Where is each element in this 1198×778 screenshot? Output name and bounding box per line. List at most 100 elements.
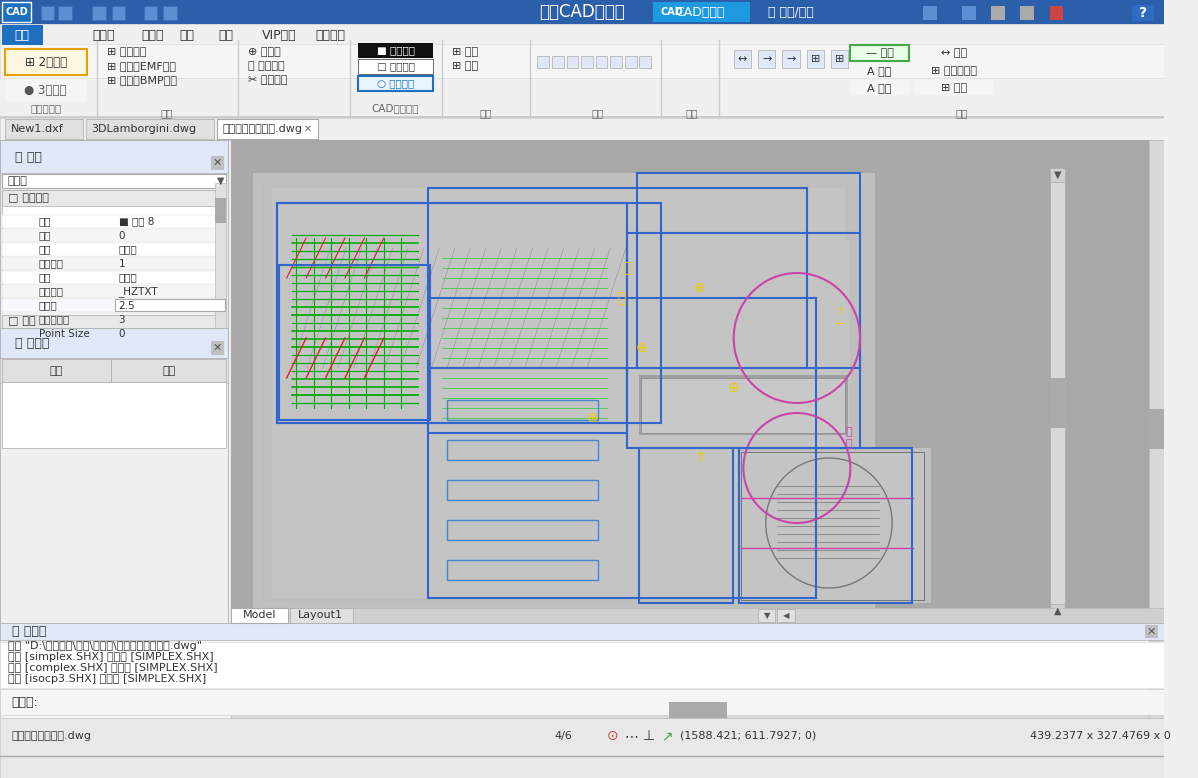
Bar xyxy=(851,45,908,61)
Text: ■ 黑色背景: ■ 黑色背景 xyxy=(376,45,415,55)
Bar xyxy=(279,265,430,420)
Text: ▼: ▼ xyxy=(217,176,224,186)
Bar xyxy=(262,183,865,603)
Bar xyxy=(2,190,226,206)
Text: 3DLamborgini.dwg: 3DLamborgini.dwg xyxy=(91,124,196,134)
Text: 编辑器: 编辑器 xyxy=(141,29,163,41)
Bar xyxy=(231,702,1149,718)
Bar xyxy=(636,173,860,368)
Bar xyxy=(782,50,800,68)
Text: _HZTXT: _HZTXT xyxy=(119,286,158,297)
Text: A 测量: A 测量 xyxy=(867,66,891,76)
Bar xyxy=(0,116,1164,118)
Bar xyxy=(110,359,226,382)
Text: 替换 [isocp3.SHX] 字体为 [SIMPLEX.SHX]: 替换 [isocp3.SHX] 字体为 [SIMPLEX.SHX] xyxy=(7,674,206,684)
Text: ⊙: ⊙ xyxy=(606,729,618,743)
Bar xyxy=(758,609,775,622)
Text: ↑: ↑ xyxy=(694,451,706,465)
Bar xyxy=(991,6,1005,20)
Text: ⊕ 显示点: ⊕ 显示点 xyxy=(248,47,280,57)
Bar xyxy=(2,382,226,448)
Text: ✂ 修剪光棚: ✂ 修剪光棚 xyxy=(248,75,288,85)
Bar xyxy=(851,63,908,78)
Text: 替换 [simplex.SHX] 字体为 [SIMPLEX.SHX]: 替换 [simplex.SHX] 字体为 [SIMPLEX.SHX] xyxy=(7,652,213,662)
Text: ↔: ↔ xyxy=(738,54,748,64)
Bar xyxy=(2,285,226,298)
Bar xyxy=(92,6,105,20)
Bar xyxy=(2,359,110,382)
Bar xyxy=(627,233,860,448)
Bar xyxy=(5,49,87,75)
Text: 4/6: 4/6 xyxy=(555,731,573,741)
Text: ⊞ 剪切框架: ⊞ 剪切框架 xyxy=(107,47,146,57)
Bar xyxy=(924,6,937,20)
Text: 蒸: 蒸 xyxy=(618,291,627,305)
Text: ⊞ 结构: ⊞ 结构 xyxy=(452,61,478,71)
Bar xyxy=(0,328,229,358)
Text: CAD转换器: CAD转换器 xyxy=(676,5,725,19)
Text: 注
释: 注 释 xyxy=(846,427,852,449)
Text: 替换 [complex.SHX] 字体为 [SIMPLEX.SHX]: 替换 [complex.SHX] 字体为 [SIMPLEX.SHX] xyxy=(7,663,217,673)
Bar xyxy=(211,156,224,170)
Bar xyxy=(253,173,875,608)
Bar xyxy=(115,299,225,311)
Text: ▲: ▲ xyxy=(1053,606,1061,616)
Bar xyxy=(1049,378,1065,428)
Bar xyxy=(286,215,617,415)
Bar xyxy=(428,188,806,368)
Bar xyxy=(447,440,598,460)
Bar xyxy=(2,190,226,328)
Text: 2.5: 2.5 xyxy=(119,300,135,310)
Bar xyxy=(272,188,846,598)
Text: 📋 命令行: 📋 命令行 xyxy=(12,625,46,638)
Bar xyxy=(640,375,848,435)
Text: 以图层: 以图层 xyxy=(119,244,138,254)
Bar xyxy=(640,56,651,68)
Text: 可视化风格: 可视化风格 xyxy=(30,103,61,113)
Bar xyxy=(5,119,83,139)
Bar xyxy=(742,452,924,600)
Bar xyxy=(2,243,226,256)
Bar xyxy=(214,198,226,223)
Bar xyxy=(358,76,434,91)
Text: ✕: ✕ xyxy=(213,158,223,168)
Text: ?: ? xyxy=(1139,6,1146,20)
Bar xyxy=(2,315,226,328)
Bar xyxy=(0,642,1164,688)
Bar xyxy=(653,2,750,22)
Text: 439.2377 x 327.4769 x 0: 439.2377 x 327.4769 x 0 xyxy=(1030,731,1170,741)
Text: (1588.421; 611.7927; 0): (1588.421; 611.7927; 0) xyxy=(680,731,817,741)
Text: ⊞ 复制为BMP格式: ⊞ 复制为BMP格式 xyxy=(107,75,177,85)
Text: CAD绘图设置: CAD绘图设置 xyxy=(371,103,419,113)
Bar xyxy=(0,118,1164,140)
Text: 工具: 工具 xyxy=(161,108,174,118)
Bar xyxy=(2,257,226,270)
Text: ⊞ 图层: ⊞ 图层 xyxy=(452,47,478,57)
Bar xyxy=(915,45,993,61)
Text: ▼: ▼ xyxy=(763,611,770,620)
Bar xyxy=(0,623,1164,718)
Bar xyxy=(0,140,229,173)
Bar xyxy=(2,313,226,326)
Text: →: → xyxy=(762,54,772,64)
Text: ● 3维视图: ● 3维视图 xyxy=(24,83,67,96)
Text: ✕: ✕ xyxy=(1146,626,1156,636)
Text: 0: 0 xyxy=(119,230,125,240)
Bar xyxy=(758,50,775,68)
Text: □ 标注: □ 标注 xyxy=(7,317,36,327)
Bar xyxy=(2,25,43,45)
Bar xyxy=(737,448,931,603)
Text: 输出: 输出 xyxy=(219,29,234,41)
Text: ↗: ↗ xyxy=(661,729,672,743)
Bar xyxy=(668,702,727,718)
Bar xyxy=(41,6,54,20)
Bar xyxy=(851,80,908,95)
Text: 命令行:: 命令行: xyxy=(12,696,38,709)
Text: 线宽: 线宽 xyxy=(38,272,52,282)
Text: 浏览: 浏览 xyxy=(592,108,604,118)
Text: 名称: 名称 xyxy=(50,366,63,376)
Bar xyxy=(915,80,993,95)
Text: — 线宽: — 线宽 xyxy=(865,48,894,58)
Text: 别墅书房书柜详图.dwg: 别墅书房书柜详图.dwg xyxy=(12,731,92,741)
Text: 点显示模式: 点显示模式 xyxy=(38,314,71,324)
